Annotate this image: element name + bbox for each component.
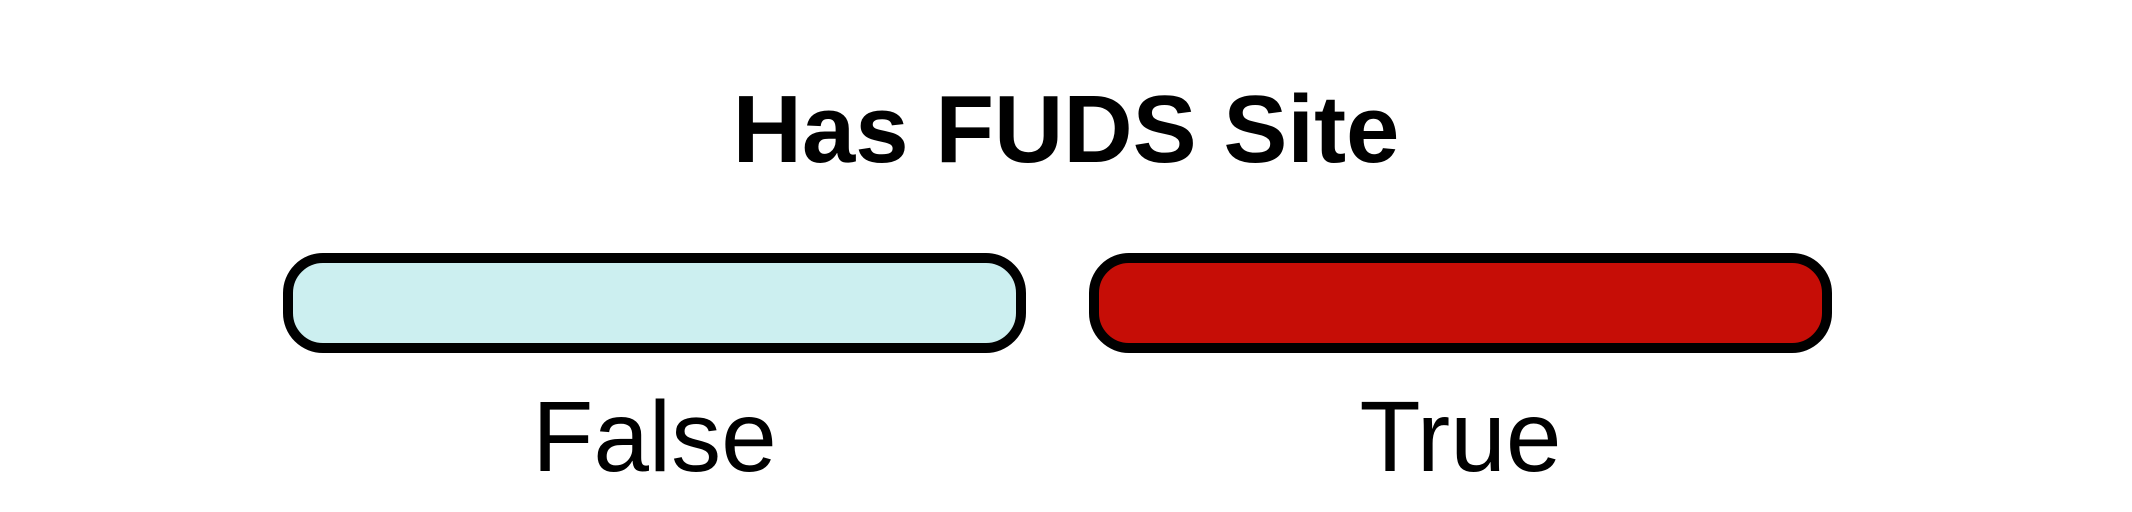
legend-title: Has FUDS Site bbox=[732, 76, 1400, 183]
legend-label-true: True bbox=[1359, 381, 1562, 493]
legend-swatch-true bbox=[1089, 253, 1832, 353]
legend-label-false: False bbox=[532, 381, 777, 493]
legend-swatch-false bbox=[283, 253, 1026, 353]
